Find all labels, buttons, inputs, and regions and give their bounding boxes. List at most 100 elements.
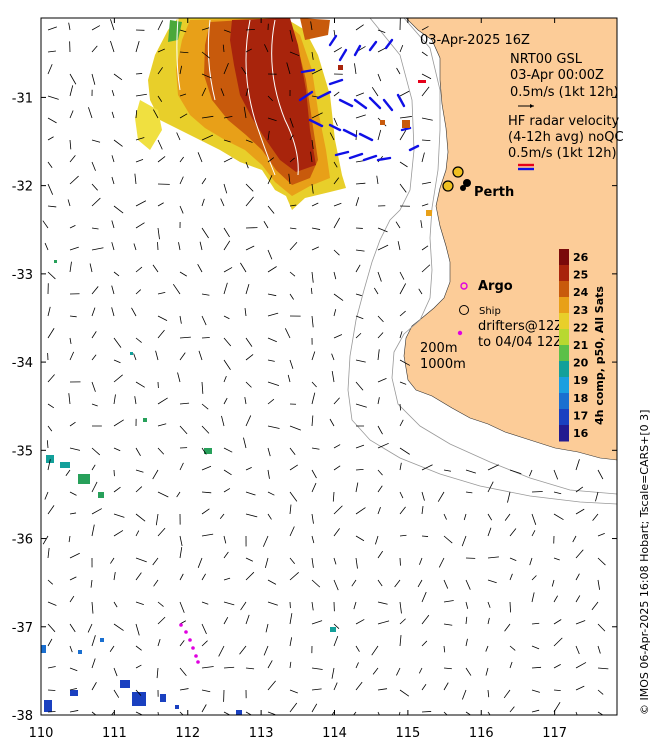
- model-arrow: [91, 658, 96, 669]
- model-arrow: [531, 689, 540, 693]
- model-arrow: [597, 533, 605, 537]
- model-arrow: [113, 689, 120, 698]
- model-arrow: [267, 398, 275, 405]
- model-arrow: [333, 177, 340, 185]
- ship-marker: [459, 305, 469, 315]
- model-arrow: [42, 535, 49, 545]
- model-arrow: [509, 645, 516, 651]
- model-arrow: [47, 425, 53, 432]
- x-tick-label: 110: [29, 726, 54, 741]
- model-arrow: [597, 667, 609, 670]
- model-arrow: [553, 513, 564, 521]
- x-tick-label: 114: [322, 726, 347, 741]
- model-arrow: [201, 73, 212, 79]
- model-arrow: [69, 623, 76, 633]
- model-arrow: [245, 571, 255, 581]
- model-arrow: [421, 139, 431, 142]
- model-arrow: [421, 26, 429, 31]
- model-arrow: [333, 217, 341, 229]
- model-arrow: [69, 261, 72, 273]
- model-arrow: [267, 95, 274, 102]
- model-arrow: [311, 95, 319, 98]
- model-arrow: [597, 469, 604, 480]
- radar-scale: 0.5m/s (1kt 12h): [508, 146, 617, 161]
- model-arrow: [267, 293, 277, 297]
- model-arrow: [417, 579, 423, 588]
- sst-scattered-pixels: [41, 260, 336, 715]
- model-arrow: [223, 447, 233, 453]
- model-arrow: [201, 51, 210, 59]
- model-arrow: [47, 183, 54, 195]
- model-arrow: [221, 415, 225, 427]
- model-arrow: [333, 682, 338, 691]
- model-arrow: [421, 245, 429, 251]
- model-arrow: [223, 157, 233, 163]
- model-arrow: [135, 645, 142, 651]
- model-arrow: [333, 465, 341, 471]
- model-arrow: [47, 374, 55, 383]
- model-arrow: [240, 262, 247, 273]
- model-arrow: [267, 447, 271, 457]
- model-arrow: [265, 623, 269, 633]
- model-arrow: [399, 90, 410, 97]
- model-arrow: [157, 48, 165, 53]
- model-arrow: [223, 616, 229, 625]
- colorbar-swatch: [559, 425, 569, 442]
- model-arrow: [113, 73, 123, 81]
- colorbar-tick-label: 20: [573, 357, 589, 370]
- model-arrow: [69, 351, 75, 361]
- model-arrow: [267, 157, 275, 163]
- model-arrow: [135, 159, 144, 163]
- model-arrow: [197, 152, 203, 163]
- model-arrow: [69, 512, 77, 515]
- model-arrow: [355, 332, 362, 339]
- isobath-1000m: [347, 18, 617, 505]
- model-arrow: [419, 557, 423, 565]
- model-arrow: [245, 196, 254, 207]
- model-arrow: [47, 623, 56, 633]
- model-arrow: [152, 557, 159, 566]
- model-arrow: [245, 337, 253, 347]
- model-arrow: [110, 557, 115, 564]
- model-arrow: [287, 374, 291, 383]
- argo-marker: [460, 282, 468, 290]
- sst-contour: [207, 19, 216, 101]
- model-arrow: [245, 491, 256, 496]
- isobath-200m: [391, 18, 617, 495]
- model-arrow: [333, 444, 341, 449]
- model-arrow: [68, 535, 71, 543]
- model-arrow: [311, 601, 314, 611]
- model-arrow: [575, 508, 585, 515]
- model-arrow: [222, 44, 225, 53]
- model-arrow: [267, 425, 280, 429]
- model-arrow: [311, 183, 314, 194]
- model-arrow: [91, 45, 98, 53]
- model-arrow: [201, 293, 210, 296]
- model-arrow: [597, 623, 606, 632]
- model-arrow: [311, 392, 316, 405]
- model-arrow: [179, 176, 184, 185]
- model-arrow: [329, 132, 335, 141]
- model-arrow: [421, 464, 433, 471]
- model-arrow: [311, 579, 321, 588]
- colorbar-swatch: [559, 265, 569, 282]
- model-arrow: [91, 331, 97, 339]
- model-arrow: [69, 246, 79, 251]
- model-arrow: [201, 601, 209, 605]
- model-arrow: [113, 667, 118, 677]
- y-tick-label: -36: [12, 533, 33, 548]
- model-arrow: [201, 337, 210, 339]
- model-arrow: [333, 117, 338, 126]
- perth-marker: [463, 179, 471, 187]
- model-arrow: [311, 315, 314, 328]
- x-tick-label: 117: [542, 726, 567, 741]
- model-arrow: [377, 271, 382, 282]
- model-arrow: [351, 579, 357, 587]
- model-arrow: [245, 283, 250, 295]
- model-arrow: [289, 504, 292, 515]
- model-arrow: [399, 116, 412, 119]
- model-arrow: [377, 377, 387, 383]
- model-arrow: [311, 381, 317, 388]
- model-arrow: [91, 307, 96, 317]
- model-arrow: [355, 619, 365, 625]
